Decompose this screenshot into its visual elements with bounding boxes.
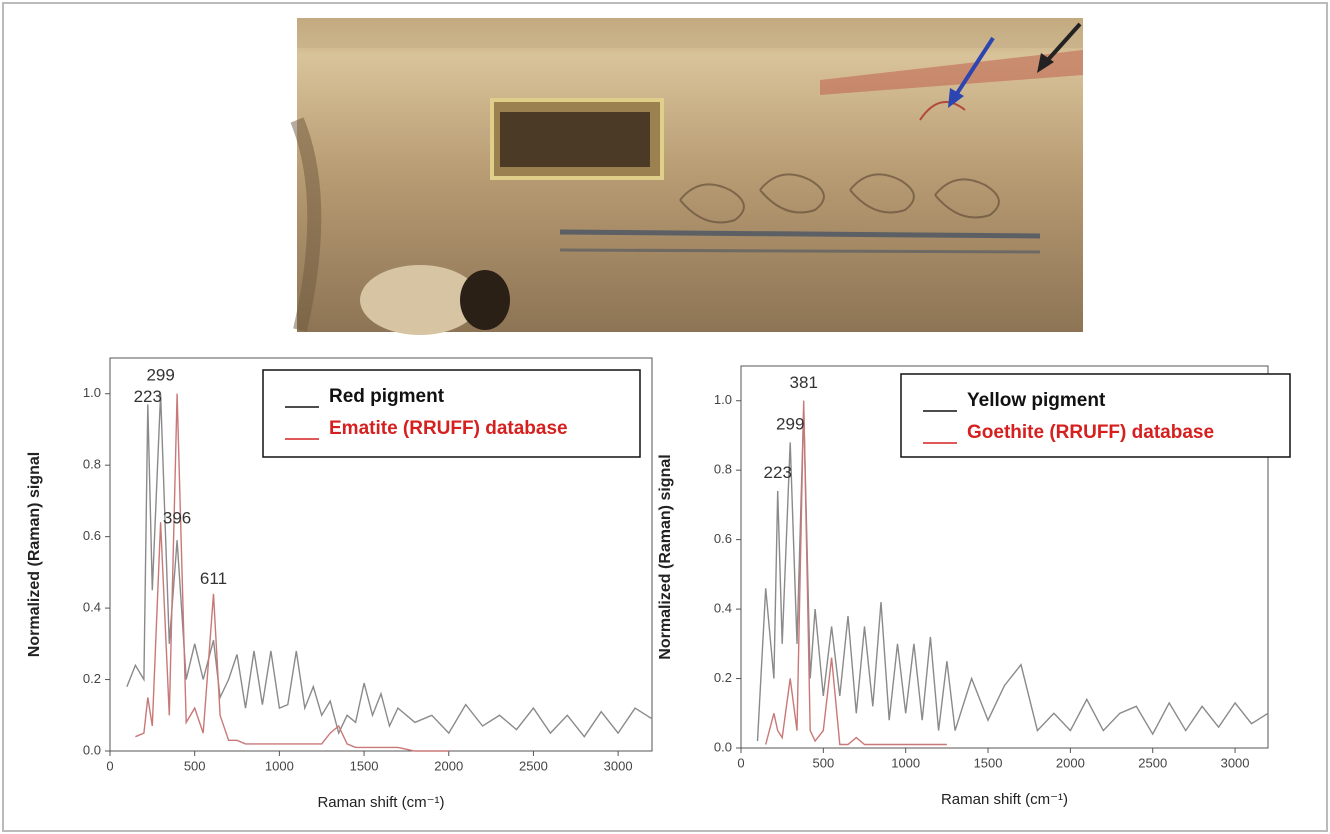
y-axis-title: Normalized (Raman) signal — [657, 454, 674, 659]
y-tick-label: 0.4 — [83, 600, 101, 615]
y-tick-label: 1.0 — [83, 385, 101, 400]
peak-label: 381 — [790, 373, 818, 392]
figure: 0 500 1000 1500 2000 2500 3000 0.0 0.2 0.4 0.6 0.8 1… — [0, 0, 1330, 834]
x-tick-label: 3000 — [604, 758, 633, 773]
x-tick-label: 2500 — [1138, 755, 1167, 770]
x-tick-label: 500 — [812, 755, 834, 770]
y-tick-label: 0.0 — [83, 742, 101, 757]
legend-box — [901, 374, 1290, 457]
y-axis-title: Normalized (Raman) signal — [26, 452, 43, 657]
x-tick-label: 2000 — [434, 758, 463, 773]
y-tick-label: 0.8 — [714, 462, 732, 477]
y-tick-label: 0.4 — [714, 601, 732, 616]
x-axis-title: Raman shift (cm⁻¹) — [317, 794, 444, 811]
x-tick-label: 1500 — [350, 758, 379, 773]
legend-label: Ematite (RRUFF) database — [329, 418, 568, 439]
x-tick-label: 2500 — [519, 758, 548, 773]
x-axis-title: Raman shift (cm⁻¹) — [941, 791, 1068, 808]
y-tick-label: 0.6 — [83, 528, 101, 543]
x-tick-label: 2000 — [1056, 755, 1085, 770]
chart: 0 500 1000 1500 2000 2500 3000 0.0 0.2 0.4 0.6 0.8 1… — [657, 366, 1290, 808]
photo — [297, 18, 1083, 335]
x-tick-label: 1000 — [891, 755, 920, 770]
peak-label: 223 — [134, 387, 162, 406]
x-tick-label: 1000 — [265, 758, 294, 773]
x-tick-label: 3000 — [1221, 755, 1250, 770]
y-tick-label: 0.2 — [714, 670, 732, 685]
chart: 0 500 1000 1500 2000 2500 3000 0.0 0.2 0.4 0.6 0.8 1… — [26, 358, 652, 811]
peak-label: 396 — [163, 508, 191, 527]
legend-label: Goethite (RRUFF) database — [967, 422, 1214, 443]
x-tick-label: 0 — [737, 755, 744, 770]
y-tick-label: 1.0 — [714, 392, 732, 407]
peak-label: 299 — [776, 415, 804, 434]
x-tick-label: 500 — [184, 758, 206, 773]
x-tick-label: 0 — [106, 758, 113, 773]
legend-box — [263, 370, 640, 457]
y-tick-label: 0.6 — [714, 531, 732, 546]
peak-label: 611 — [200, 569, 227, 588]
peak-label: 223 — [764, 463, 792, 482]
legend-label: Red pigment — [329, 386, 445, 407]
legend-label: Yellow pigment — [967, 390, 1106, 411]
x-tick-label: 1500 — [974, 755, 1003, 770]
y-tick-label: 0.0 — [714, 739, 732, 754]
y-tick-label: 0.2 — [83, 671, 101, 686]
y-tick-label: 0.8 — [83, 457, 101, 472]
peak-label: 299 — [146, 365, 174, 384]
